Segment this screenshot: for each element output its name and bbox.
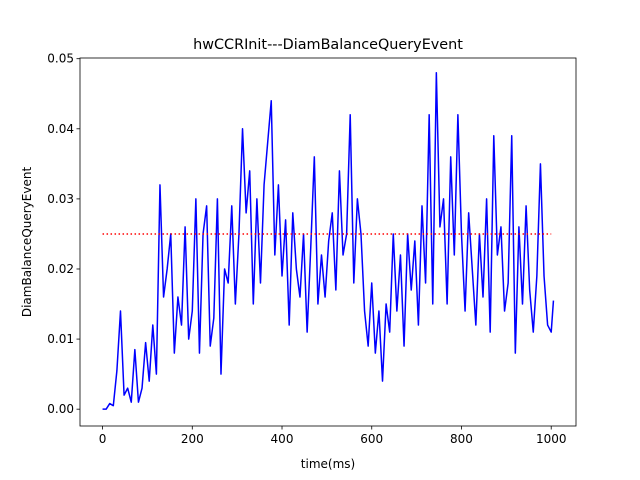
chart-title: hwCCRInit---DiamBalanceQueryEvent xyxy=(193,37,463,53)
y-tick-label: 0.02 xyxy=(47,262,74,276)
x-tick-label: 800 xyxy=(450,432,473,446)
x-axis-label: time(ms) xyxy=(301,457,355,471)
y-tick-label: 0.05 xyxy=(47,52,74,66)
y-tick-label: 0.04 xyxy=(47,122,74,136)
y-tick-label: 0.03 xyxy=(47,192,74,206)
x-tick-label: 1000 xyxy=(536,432,567,446)
x-tick-label: 400 xyxy=(271,432,294,446)
x-tick-label: 600 xyxy=(360,432,383,446)
y-axis-label: DiamBalanceQueryEvent xyxy=(20,167,34,318)
y-tick-label: 0.00 xyxy=(47,402,74,416)
x-tick-label: 200 xyxy=(181,432,204,446)
x-tick-label: 0 xyxy=(99,432,107,446)
plot-frame xyxy=(79,57,577,427)
y-tick-label: 0.01 xyxy=(47,332,74,346)
